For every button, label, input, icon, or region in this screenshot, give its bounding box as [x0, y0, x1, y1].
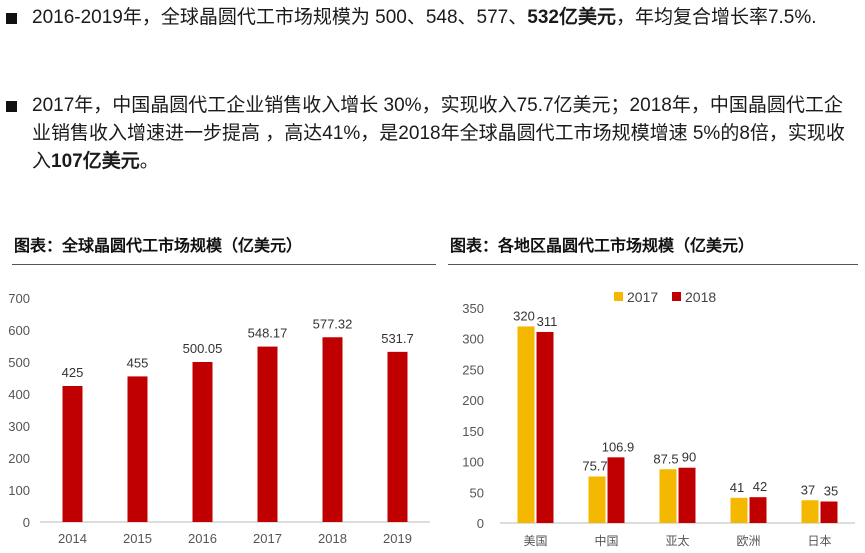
chart-2-bar-2017 — [801, 500, 819, 523]
chart-2-data-label: 75.7 — [582, 458, 607, 473]
chart-2-data-label: 87.5 — [653, 451, 678, 466]
bullet-square-icon — [6, 13, 17, 24]
chart-2-data-label: 37 — [801, 482, 815, 497]
chart-1-data-label: 500.05 — [183, 341, 223, 356]
chart-2-legend-label: 2017 — [627, 289, 658, 305]
chart-1-bar — [387, 351, 408, 522]
chart-2-xtick-label: 中国 — [594, 533, 618, 548]
chart-1-bar — [322, 337, 343, 522]
chart-2-data-label: 311 — [537, 314, 558, 329]
chart-1-xtick-label: 2014 — [58, 531, 87, 546]
chart-2-xtick-label: 欧洲 — [736, 534, 760, 548]
chart-2-xtick-label: 日本 — [807, 534, 831, 548]
chart-1-bar — [127, 376, 148, 522]
chart-1-title-rule — [12, 264, 436, 265]
chart-2-bar-2018 — [536, 331, 554, 523]
chart-1-xtick-label: 2015 — [123, 531, 152, 546]
chart-2-legend-swatch — [614, 292, 623, 301]
chart-2-data-label: 42 — [753, 479, 767, 494]
chart-1-data-label: 531.7 — [381, 331, 414, 346]
chart-2-xtick-label: 亚太 — [665, 533, 689, 548]
chart-1-ytick-label: 500 — [8, 355, 30, 370]
chart-2-bar-2018 — [678, 467, 696, 523]
chart-2-bar-2018 — [820, 501, 838, 523]
bullet-2-highlight: 107亿美元 — [51, 151, 140, 172]
bullet-2-text-a: 2017年，中国晶圆代工企业销售收入增长 30%，实现收入75.7亿美元；201… — [32, 95, 845, 172]
chart-2-title-rule — [448, 264, 858, 265]
chart-2-data-label: 41 — [730, 480, 744, 495]
chart-2-ytick-label: 150 — [462, 424, 484, 439]
chart-2-legend-swatch — [672, 292, 681, 301]
chart-1-data-label: 425 — [62, 365, 84, 380]
chart-2-data-label: 90 — [682, 450, 696, 465]
chart-1-data-label: 577.32 — [313, 316, 353, 331]
chart-2-ytick-label: 50 — [470, 485, 484, 500]
chart-2-xtick-label: 美国 — [523, 534, 547, 548]
chart-2-ytick-label: 250 — [462, 362, 484, 377]
chart-1-xtick-label: 2017 — [253, 531, 282, 546]
bullet-square-icon — [6, 101, 17, 112]
chart-2-data-label: 320 — [513, 308, 535, 323]
chart-2-ytick-label: 0 — [477, 516, 484, 531]
bullet-text: 2016-2019年，全球晶圆代工市场规模为 500、548、577、532亿美… — [32, 4, 861, 32]
chart-1-data-label: 455 — [127, 355, 149, 370]
chart-1-ytick-label: 100 — [8, 483, 30, 498]
chart-2-bar-2017 — [588, 476, 606, 523]
chart-1-ytick-label: 700 — [8, 291, 30, 306]
chart-1-ytick-label: 300 — [8, 419, 30, 434]
bullet-china-revenue: 2017年，中国晶圆代工企业销售收入增长 30%，实现收入75.7亿美元；201… — [6, 92, 861, 176]
chart-1-bar — [257, 346, 278, 522]
chart-2-legend-label: 2018 — [685, 289, 716, 305]
chart-2-bar-2018 — [749, 497, 767, 523]
bullet-1-text-b: ，年均复合增长率7.5%. — [615, 7, 817, 28]
chart-2-bar-2017 — [517, 326, 535, 523]
chart-1-xtick-label: 2016 — [188, 531, 217, 546]
bullet-cagr: 2016-2019年，全球晶圆代工市场规模为 500、548、577、532亿美… — [6, 4, 861, 32]
chart-2-data-label: 106.9 — [602, 439, 635, 454]
bullet-1-text-a: 2016-2019年，全球晶圆代工市场规模为 500、548、577、 — [32, 7, 528, 28]
chart-2-bar-2017 — [659, 469, 677, 523]
chart-1-xtick-label: 2018 — [318, 531, 347, 546]
chart-2-bar-2018 — [607, 457, 625, 523]
chart-1-data-label: 548.17 — [248, 326, 288, 341]
chart-2-ytick-label: 100 — [462, 455, 484, 470]
chart-2-ytick-label: 300 — [462, 332, 484, 347]
chart-2-data-label: 35 — [824, 484, 838, 499]
chart-2-bar-2017 — [730, 497, 748, 523]
chart-1-xtick-label: 2019 — [383, 531, 412, 546]
chart-1-ytick-label: 0 — [23, 515, 30, 530]
chart-2-ytick-label: 350 — [462, 301, 484, 316]
chart-1-bar — [62, 386, 83, 522]
bullet-1-highlight: 532亿美元 — [527, 7, 616, 28]
chart-1-ytick-label: 200 — [8, 451, 30, 466]
bullet-text: 2017年，中国晶圆代工企业销售收入增长 30%，实现收入75.7亿美元；201… — [32, 92, 861, 176]
bullet-2-text-b: 。 — [139, 151, 159, 172]
chart-1-title: 图表：全球晶圆代工市场规模（亿美元） — [14, 238, 303, 255]
chart-1-bar — [192, 361, 213, 522]
chart-2-ytick-label: 200 — [462, 393, 484, 408]
chart-2-title: 图表：各地区晶圆代工市场规模（亿美元） — [450, 238, 755, 255]
chart-1-ytick-label: 400 — [8, 387, 30, 402]
chart-1-ytick-label: 600 — [8, 323, 30, 338]
